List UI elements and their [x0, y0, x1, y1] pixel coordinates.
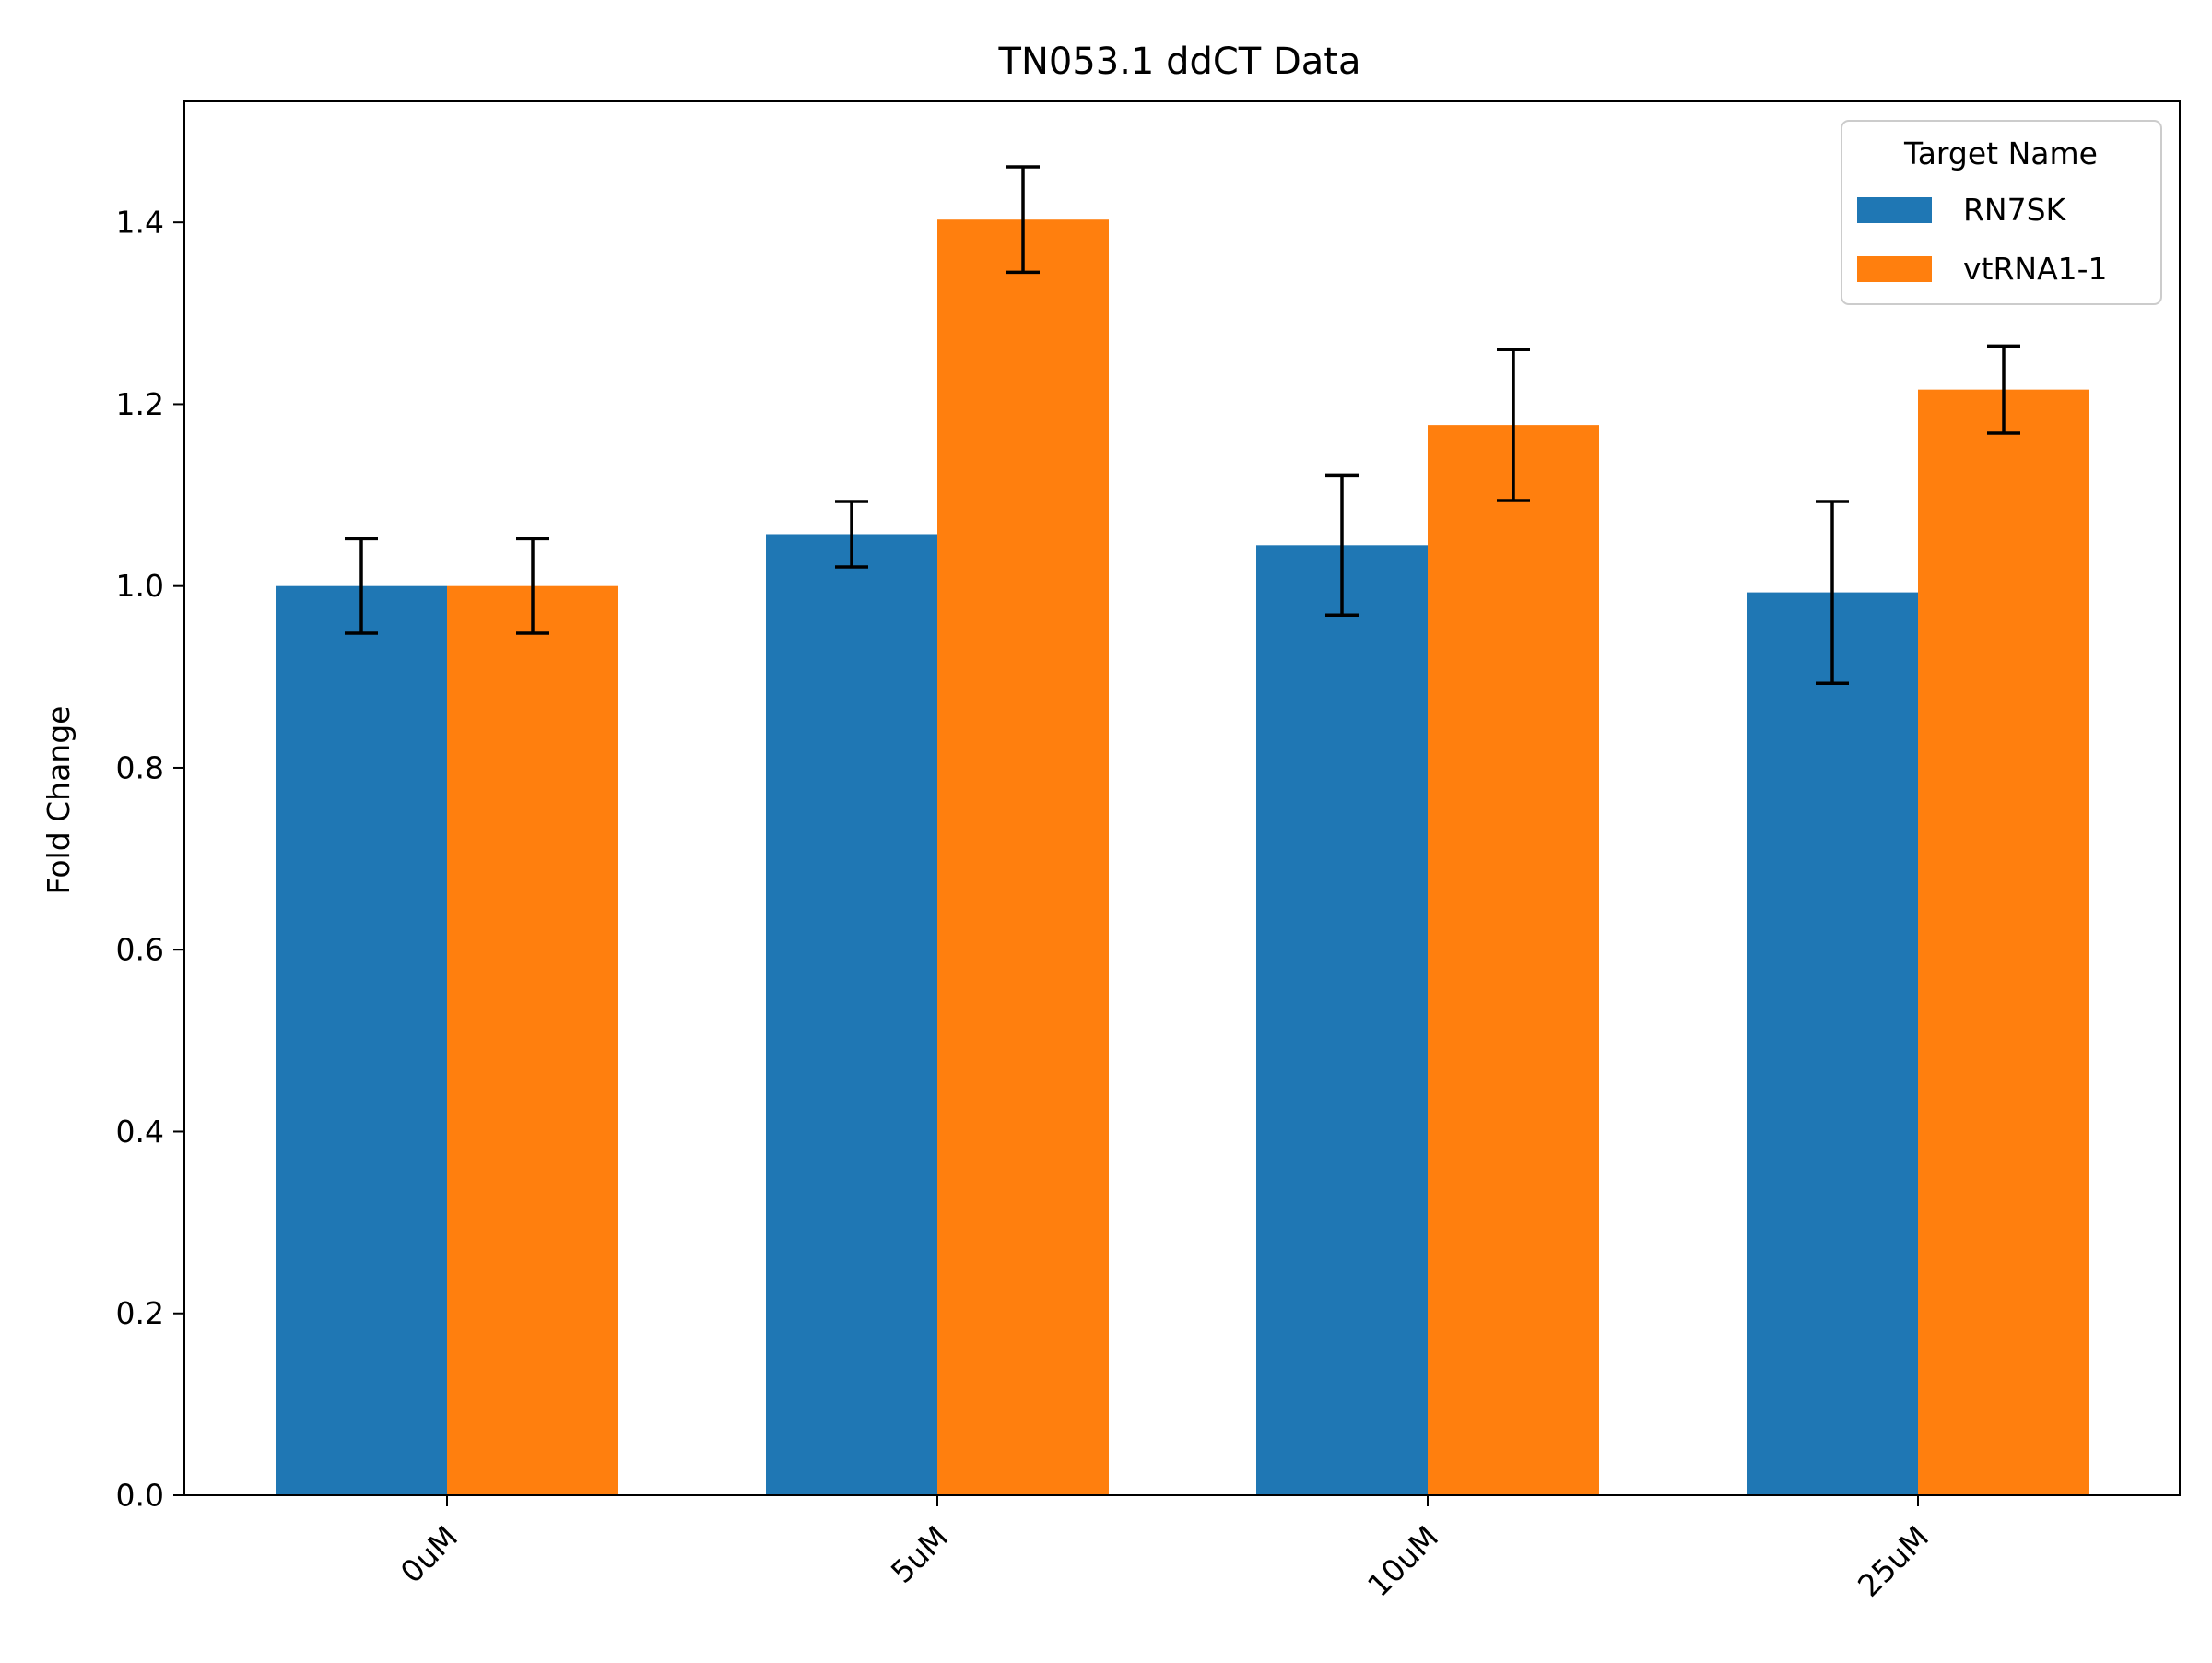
bar-vtrna1-1-5um	[937, 219, 1109, 1495]
y-axis: 0.0 0.2 0.4 0.6 0.8 1.0 1.2 1.4	[116, 205, 184, 1514]
legend-title: Target Name	[1903, 136, 2098, 171]
legend-label-rn7sk: RN7SK	[1963, 192, 2067, 228]
chart-title: TN053.1 ddCT Data	[998, 41, 1361, 83]
error-bar-rn7sk-10um	[1325, 473, 1359, 618]
error-bar-vtrna1-1-10um	[1497, 348, 1530, 502]
bar-vtrna1-1-10um	[1428, 425, 1599, 1495]
legend-label-vtrna1-1: vtRNA1-1	[1963, 251, 2108, 287]
y-tick-label: 1.4	[116, 205, 164, 241]
y-tick-label: 1.0	[116, 568, 164, 604]
plot-frame	[183, 100, 2181, 1496]
bar-rn7sk-5um	[766, 534, 937, 1495]
y-tick-label: 0.2	[116, 1295, 164, 1331]
legend: Target Name RN7SK vtRNA1-1	[1841, 120, 2162, 305]
error-bar-rn7sk-5um	[835, 500, 868, 569]
error-bar-vtrna1-1-0um	[516, 537, 549, 635]
legend-swatch-rn7sk	[1857, 197, 1932, 223]
y-tick-label: 0.0	[116, 1478, 164, 1514]
bar-rn7sk-25um	[1747, 592, 1918, 1495]
y-axis-label: Fold Change	[41, 706, 76, 895]
y-tick-label: 0.6	[116, 932, 164, 968]
y-tick-label: 1.2	[116, 386, 164, 422]
bar-vtrna1-1-25um	[1918, 389, 2089, 1496]
y-tick-label: 0.8	[116, 749, 164, 785]
error-bar-rn7sk-0um	[345, 537, 378, 635]
error-bar-vtrna1-1-25um	[1987, 344, 2020, 435]
bars-layer	[276, 219, 2089, 1496]
y-tick-label: 0.4	[116, 1114, 164, 1150]
bar-rn7sk-0um	[276, 585, 447, 1495]
error-bar-rn7sk-25um	[1816, 500, 1849, 685]
bar-vtrna1-1-0um	[447, 585, 618, 1495]
error-bars-layer	[345, 165, 2020, 685]
error-bar-vtrna1-1-5um	[1006, 165, 1040, 275]
legend-swatch-vtrna1-1	[1857, 256, 1932, 282]
bar-rn7sk-10um	[1256, 545, 1428, 1495]
